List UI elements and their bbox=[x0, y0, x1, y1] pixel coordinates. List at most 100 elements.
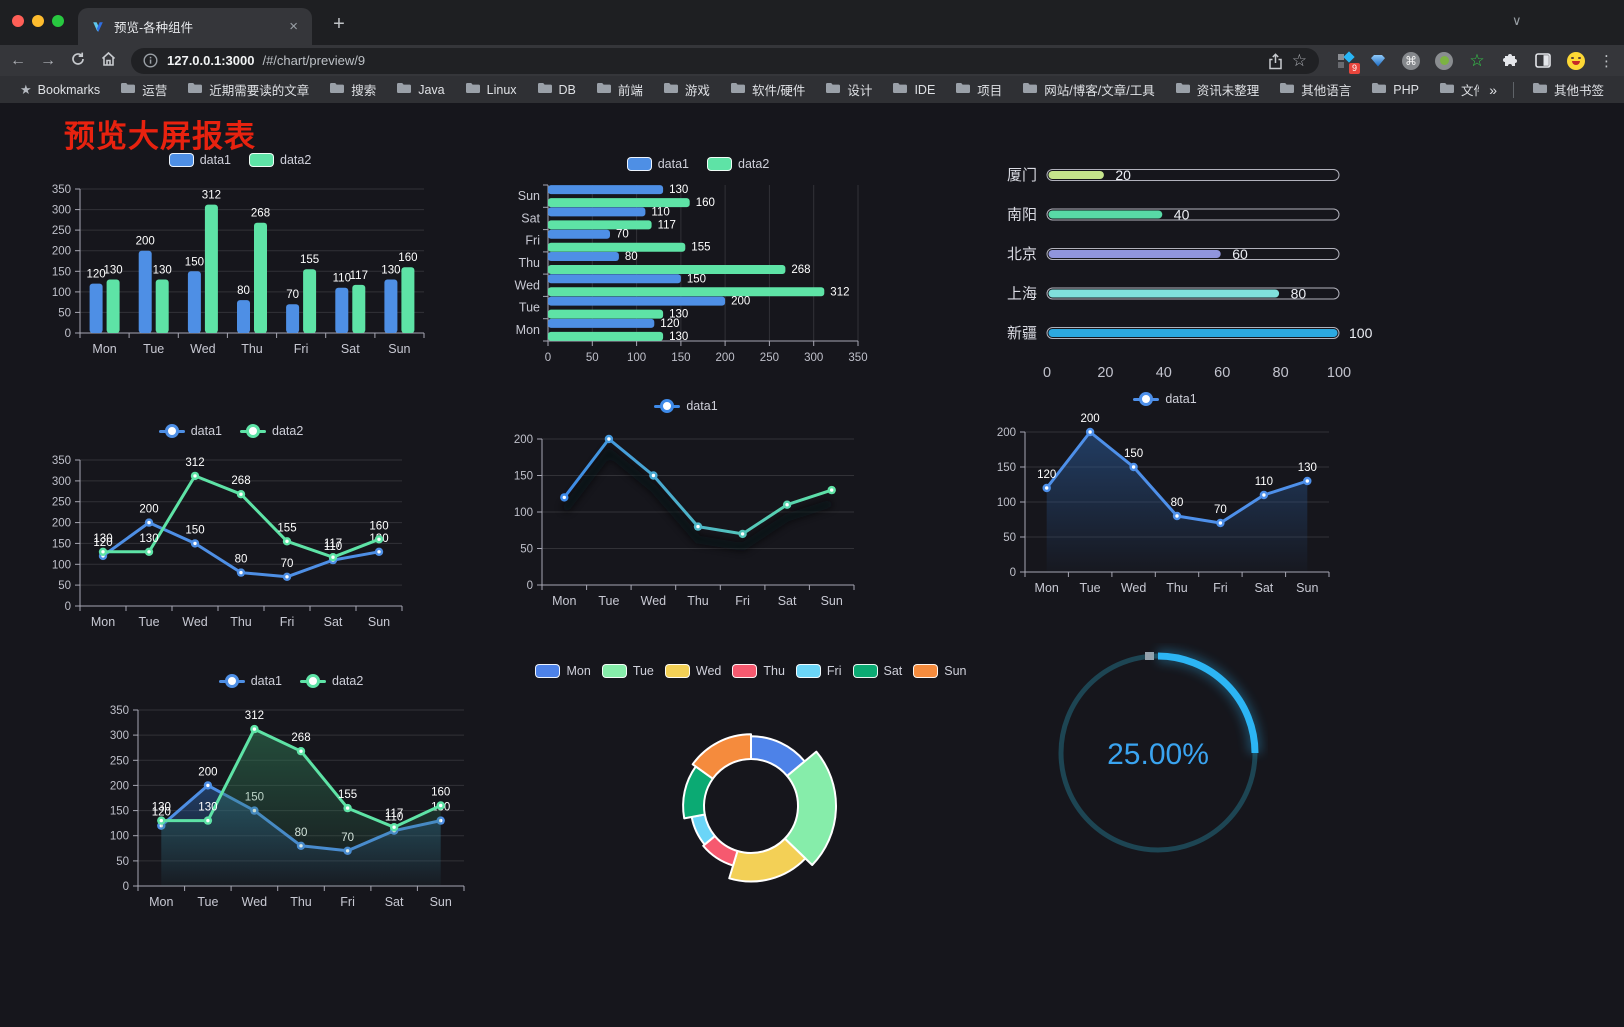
bookmark-item-11[interactable]: 项目 bbox=[947, 78, 1010, 101]
close-window-button[interactable] bbox=[12, 15, 24, 27]
legend-item-Tue[interactable]: Tue bbox=[601, 664, 654, 678]
bookmark-item-3[interactable]: Java bbox=[388, 80, 452, 99]
other-bookmarks-folder[interactable]: 其他书签 bbox=[1524, 78, 1612, 101]
url-host: 127.0.0.1:3000 bbox=[167, 53, 255, 68]
menu-kebab-icon[interactable]: ⋮ bbox=[1599, 52, 1614, 70]
svg-text:100: 100 bbox=[1327, 365, 1351, 381]
svg-text:312: 312 bbox=[245, 710, 264, 722]
forward-button[interactable]: → bbox=[40, 51, 56, 69]
legend-swatch bbox=[168, 153, 194, 167]
legend-item-data1[interactable]: data1 bbox=[168, 153, 231, 167]
bookmark-item-8[interactable]: 软件/硬件 bbox=[722, 78, 813, 101]
legend-item-Sun[interactable]: Sun bbox=[913, 664, 967, 678]
progress-bar-chart-canvas[interactable]: 厦门 20 南阳 40 北京 60 上海 80 新疆 100 0 20 40 60 80 100 bbox=[993, 157, 1375, 389]
chart-legend: data1 data2 bbox=[40, 147, 440, 173]
svg-text:200: 200 bbox=[52, 518, 71, 530]
svg-text:117: 117 bbox=[324, 538, 342, 550]
url-bar[interactable]: 127.0.0.1:3000 /#/chart/preview/9 ☆ bbox=[131, 47, 1319, 74]
extension-emoji-icon[interactable] bbox=[1566, 51, 1586, 71]
extension-command-icon[interactable]: ⌘ bbox=[1401, 51, 1421, 71]
bookmark-star-icon[interactable]: ☆ bbox=[1291, 51, 1307, 70]
dual-line-chart-canvas[interactable]: 0 50 100 150 200 250 300 350 Mon Tue Wed Thu Fri Sat S… bbox=[42, 444, 420, 636]
bookmark-item-14[interactable]: 其他语言 bbox=[1271, 78, 1359, 101]
extensions-puzzle-icon[interactable] bbox=[1500, 51, 1520, 71]
svg-text:25.00%: 25.00% bbox=[1107, 738, 1209, 771]
folder-icon bbox=[663, 82, 679, 97]
svg-text:300: 300 bbox=[52, 205, 71, 217]
bookmark-item-7[interactable]: 游戏 bbox=[655, 78, 718, 101]
new-tab-button[interactable]: + bbox=[333, 13, 345, 35]
svg-text:Thu: Thu bbox=[290, 895, 312, 909]
svg-text:80: 80 bbox=[1273, 365, 1289, 381]
svg-text:Sun: Sun bbox=[368, 615, 390, 629]
legend-swatch bbox=[664, 664, 690, 678]
home-button[interactable] bbox=[100, 51, 117, 71]
legend-item-data2[interactable]: data2 bbox=[707, 157, 769, 171]
svg-text:100: 100 bbox=[52, 287, 71, 299]
legend-item-data1[interactable]: data1 bbox=[218, 674, 282, 688]
legend-item-Wed[interactable]: Wed bbox=[664, 664, 721, 678]
legend-item-data2[interactable]: data2 bbox=[300, 674, 363, 688]
browser-tab[interactable]: 预览-各种组件 × bbox=[78, 8, 312, 45]
bookmarks-root[interactable]: ★ Bookmarks bbox=[12, 80, 108, 100]
gradient-line-chart-canvas[interactable]: 0 50 100 150 200 Mon Tue Wed Thu Fri Sat Sun bbox=[500, 419, 872, 617]
bookmark-item-5[interactable]: DB bbox=[529, 80, 584, 99]
bookmark-item-15[interactable]: PHP bbox=[1363, 80, 1427, 99]
svg-text:上海: 上海 bbox=[1007, 286, 1037, 303]
site-info-icon[interactable] bbox=[143, 52, 159, 69]
bookmark-item-10[interactable]: IDE bbox=[884, 80, 943, 99]
bookmark-item-16[interactable]: 文件服务器 bbox=[1431, 78, 1479, 101]
bookmark-item-9[interactable]: 设计 bbox=[817, 78, 880, 101]
legend-item-data2[interactable]: data2 bbox=[240, 424, 303, 438]
tab-search-chevron-icon[interactable]: ∨ bbox=[1512, 13, 1522, 28]
extension-green-dot-icon[interactable] bbox=[1434, 51, 1454, 71]
legend-swatch bbox=[913, 664, 939, 678]
bookmark-item-0[interactable]: 运营 bbox=[112, 78, 175, 101]
bookmark-item-12[interactable]: 网站/博客/文章/工具 bbox=[1014, 78, 1162, 101]
bookmark-item-6[interactable]: 前端 bbox=[588, 78, 651, 101]
legend-item-Mon[interactable]: Mon bbox=[535, 664, 591, 678]
svg-text:130: 130 bbox=[93, 533, 112, 545]
svg-text:Wed: Wed bbox=[641, 594, 667, 608]
legend-item-data2[interactable]: data2 bbox=[249, 153, 311, 167]
minimize-window-button[interactable] bbox=[32, 15, 44, 27]
svg-text:Thu: Thu bbox=[230, 615, 252, 629]
bookmarks-overflow-chevron[interactable]: » bbox=[1489, 81, 1497, 98]
chart-legend: Mon Tue Wed Thu Fri Sat Sun bbox=[535, 658, 967, 684]
legend-item-data1[interactable]: data1 bbox=[1133, 392, 1197, 406]
svg-text:0: 0 bbox=[65, 601, 71, 613]
svg-text:200: 200 bbox=[136, 236, 155, 248]
folder-icon bbox=[396, 82, 412, 97]
dual-area-chart-canvas[interactable]: 0 50 100 150 200 250 300 350 Mon Tue Wed Thu Fri Sat S… bbox=[100, 694, 482, 916]
svg-text:300: 300 bbox=[804, 352, 823, 364]
reload-button[interactable] bbox=[70, 51, 86, 71]
extension-green-star-icon[interactable]: ☆ bbox=[1469, 51, 1485, 70]
extension-proxy-icon[interactable]: 9 bbox=[1335, 50, 1360, 74]
bookmark-item-13[interactable]: 资讯未整理 bbox=[1167, 78, 1268, 101]
legend-item-data1[interactable]: data1 bbox=[654, 399, 718, 413]
back-button[interactable]: ← bbox=[10, 51, 26, 69]
bookmark-item-2[interactable]: 搜索 bbox=[321, 78, 384, 101]
legend-item-Thu[interactable]: Thu bbox=[732, 664, 785, 678]
legend-item-data1[interactable]: data1 bbox=[158, 424, 222, 438]
zoom-window-button[interactable] bbox=[52, 15, 64, 27]
svg-text:Sat: Sat bbox=[324, 615, 343, 629]
bookmark-item-4[interactable]: Linux bbox=[457, 80, 525, 99]
horizontal-bar-chart-canvas[interactable]: 0 50 100 150 200 250 300 350 Sun 130 160 Sat 110 117 F… bbox=[502, 177, 894, 369]
svg-text:110: 110 bbox=[385, 812, 403, 824]
legend-item-data1[interactable]: data1 bbox=[626, 157, 689, 171]
legend-item-Sat[interactable]: Sat bbox=[852, 664, 902, 678]
tab-close-icon[interactable]: × bbox=[289, 18, 298, 35]
grouped-bar-chart-canvas[interactable]: 0 50 100 150 200 250 300 350 Mon Tue Wed Thu Fri Sat S… bbox=[40, 173, 440, 363]
legend-item-Fri[interactable]: Fri bbox=[795, 664, 842, 678]
svg-text:160: 160 bbox=[431, 787, 450, 799]
rose-pie-chart-canvas[interactable] bbox=[545, 684, 957, 980]
extension-gem-icon[interactable] bbox=[1368, 51, 1388, 71]
svg-text:130: 130 bbox=[139, 533, 158, 545]
gauge-chart: 25.00% bbox=[1048, 643, 1268, 863]
sidebar-panel-icon[interactable] bbox=[1533, 51, 1553, 71]
area-line-chart-canvas[interactable]: 0 50 100 150 200 Mon Tue Wed Thu Fri Sat Sun 120 200 1… bbox=[983, 412, 1347, 604]
share-icon[interactable] bbox=[1268, 52, 1284, 69]
gauge-chart-canvas[interactable]: 25.00% bbox=[1048, 643, 1268, 863]
bookmark-item-1[interactable]: 近期需要读的文章 bbox=[179, 78, 317, 101]
